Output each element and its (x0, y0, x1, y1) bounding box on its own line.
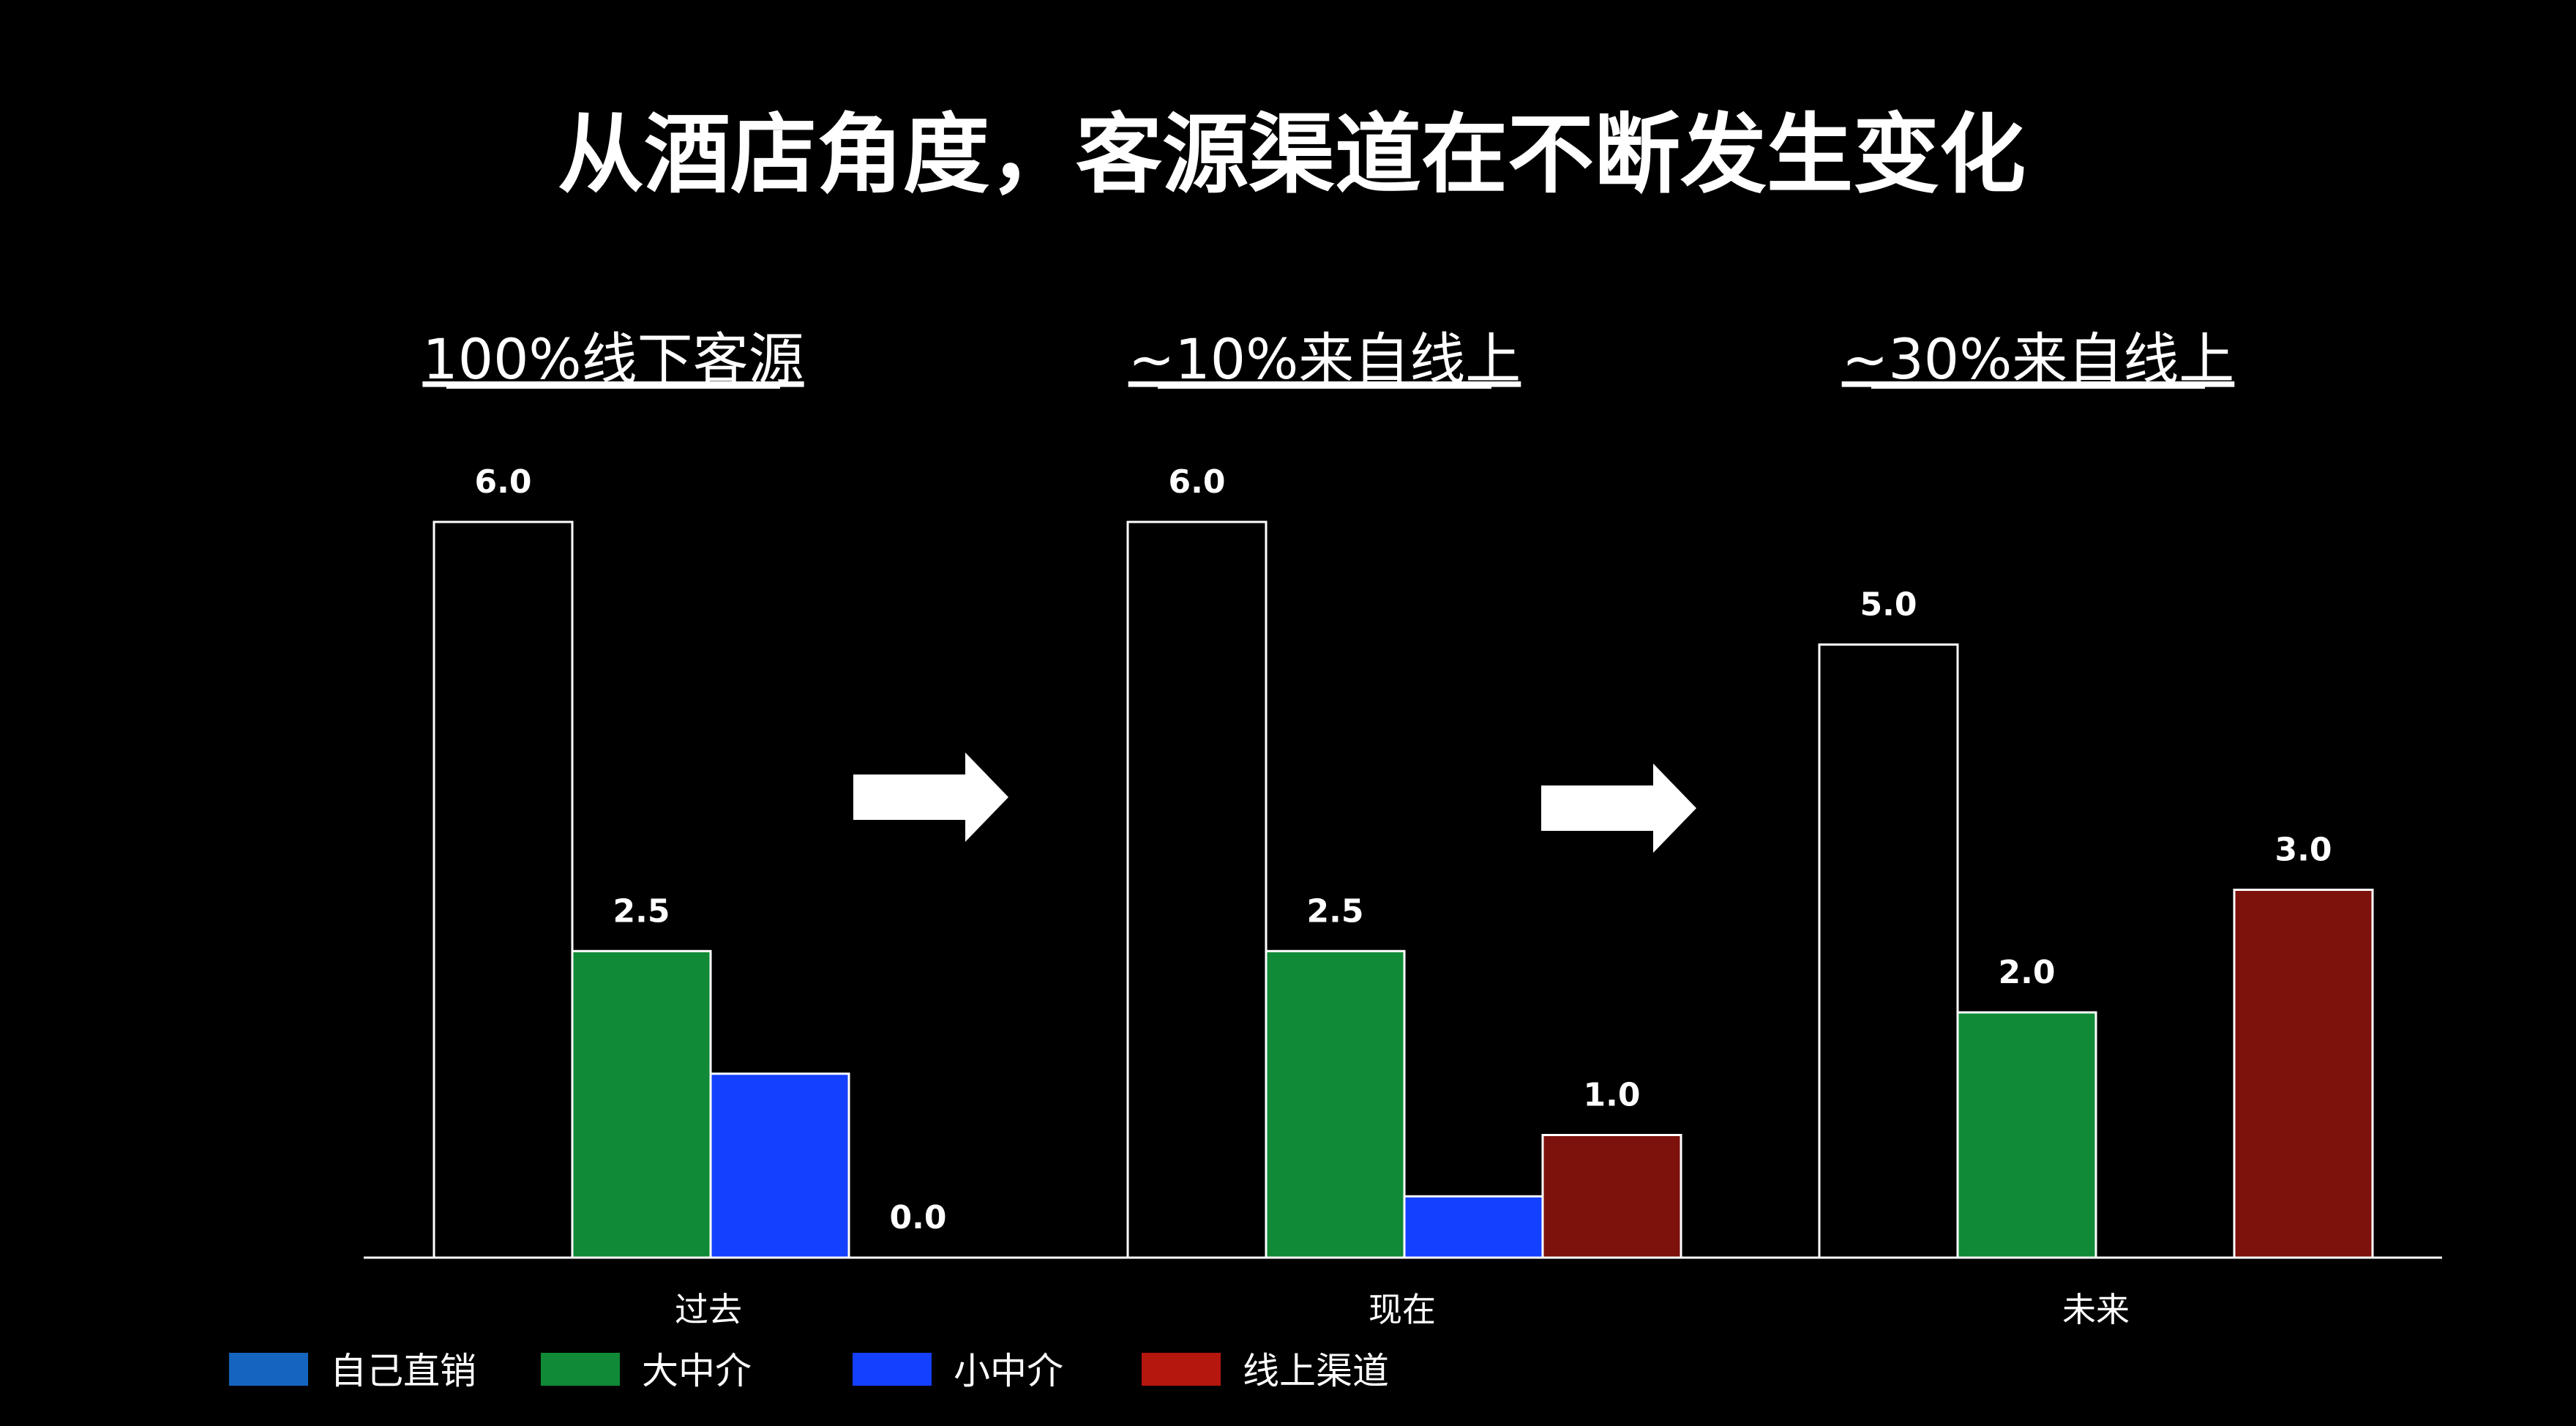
arrow-right-icon (853, 753, 1008, 842)
data-label: 0.0 (890, 1199, 947, 1236)
data-label: 2.5 (613, 892, 670, 930)
x-tick-label: 现在 (1368, 1290, 1436, 1329)
chart-title: 从酒店角度，客源渠道在不断发生变化 (558, 104, 2026, 205)
data-label: 6.0 (1169, 463, 1226, 501)
data-label: 5.0 (1860, 586, 1917, 624)
legend-label: 大中介 (642, 1350, 752, 1392)
bars (433, 520, 2374, 1259)
x-tick-label: 过去 (675, 1290, 742, 1329)
data-label: 2.0 (1999, 954, 2056, 991)
legend-swatch (541, 1353, 620, 1386)
group-subtitle: 100%线下客源 (422, 326, 804, 392)
legend-swatch (1142, 1353, 1221, 1386)
legend-swatch (229, 1353, 308, 1386)
data-labels: 6.0 2.5 0.0 6.0 2.5 1.0 5.0 2.0 3.0 (475, 463, 2332, 1236)
bar-2-2 (1265, 949, 1406, 1259)
legend-swatch (853, 1353, 932, 1386)
bar-1-3 (1818, 643, 1959, 1259)
legend-label: 线上渠道 (1243, 1350, 1389, 1392)
x-tick-label: 未来 (2062, 1290, 2130, 1329)
bar-2-3 (1956, 1011, 2097, 1259)
data-label: 2.5 (1307, 892, 1364, 930)
bar-4-2 (1541, 1134, 1682, 1259)
bar-1-1 (433, 520, 574, 1259)
data-label: 6.0 (475, 463, 532, 501)
legend: 自己直销 大中介 小中介 线上渠道 (229, 1350, 1389, 1392)
arrow-right-icon (1541, 764, 1696, 853)
legend-label: 自己直销 (330, 1350, 476, 1392)
bar-3-1 (709, 1072, 850, 1259)
bar-3-2 (1403, 1195, 1544, 1259)
bar-1-2 (1126, 520, 1268, 1259)
legend-label: 小中介 (954, 1350, 1063, 1392)
x-tick-labels: 过去 现在 未来 (675, 1290, 2130, 1329)
group-subtitle: ~10%来自线上 (1128, 326, 1521, 392)
group-subtitles: 100%线下客源 ~10%来自线上 ~30%来自线上 (422, 326, 2234, 392)
bar-4-3 (2233, 889, 2374, 1259)
group-subtitle: ~30%来自线上 (1842, 326, 2235, 392)
data-label: 3.0 (2275, 832, 2332, 869)
arrows (853, 753, 1696, 853)
data-label: 1.0 (1584, 1077, 1641, 1114)
bar-2-1 (571, 949, 712, 1259)
